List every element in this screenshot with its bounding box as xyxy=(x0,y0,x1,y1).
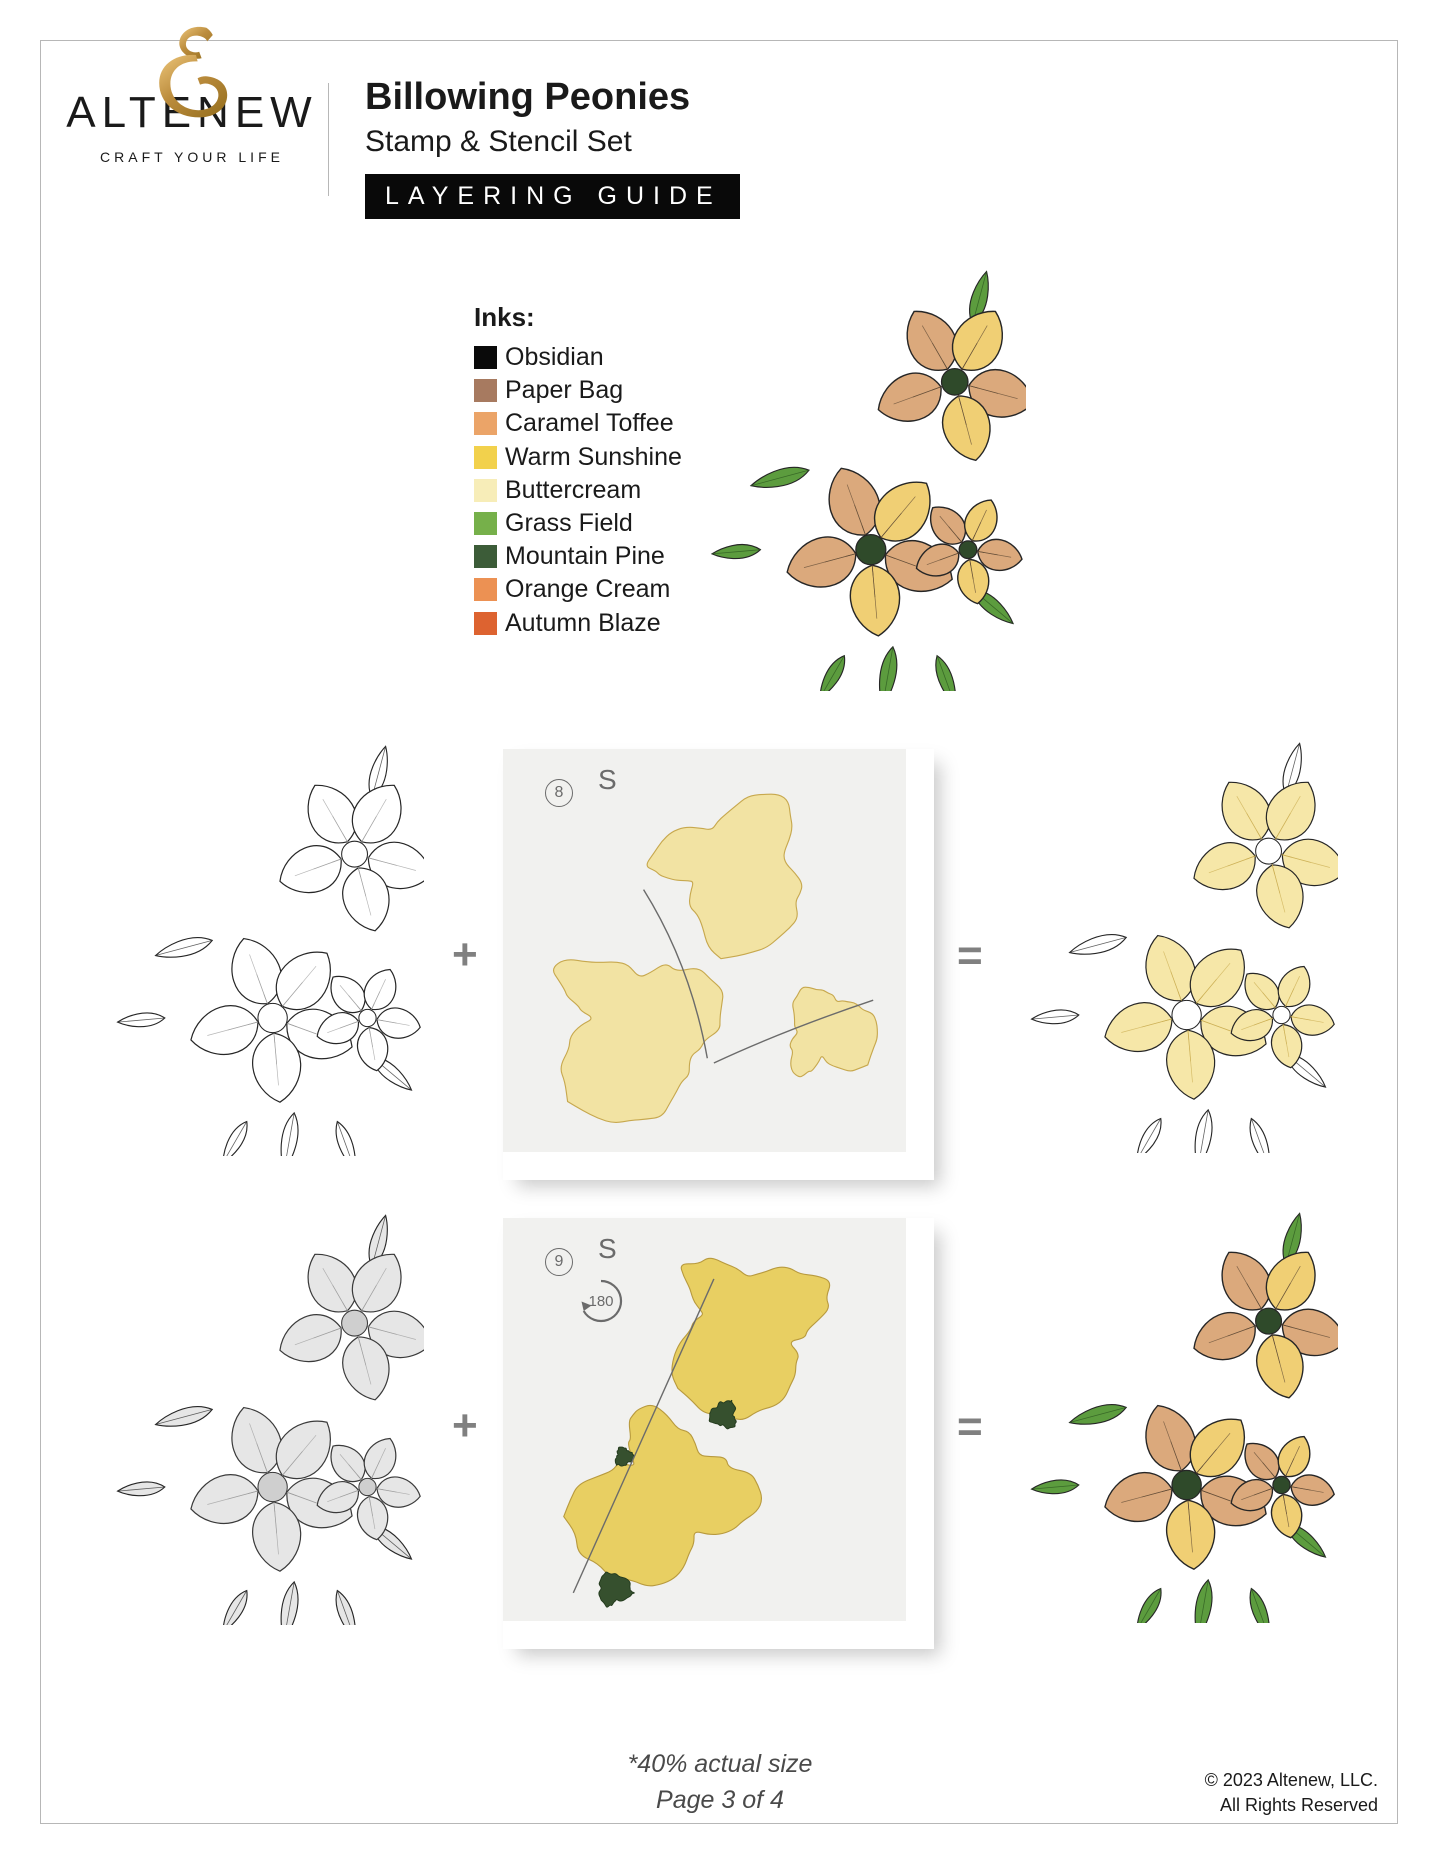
svg-text:180: 180 xyxy=(588,1293,613,1310)
